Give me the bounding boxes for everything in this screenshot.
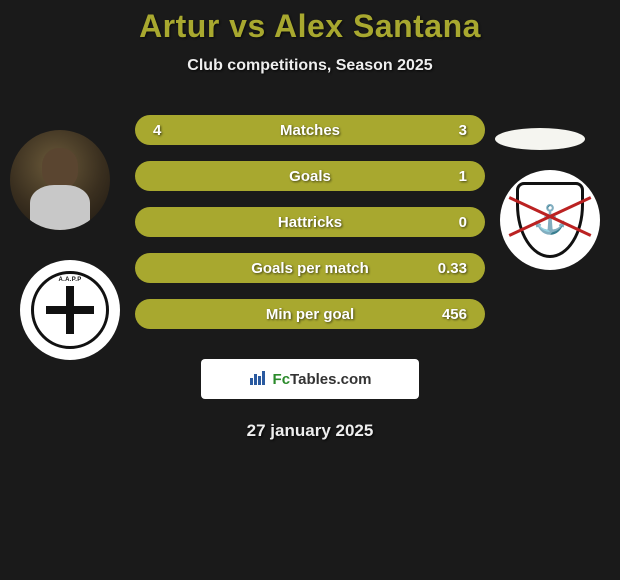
stat-label: Min per goal (266, 306, 354, 323)
page-title: Artur vs Alex Santana (0, 8, 620, 45)
stat-label: Goals (289, 168, 331, 185)
stats-area: 4 Matches 3 Goals 1 Hattricks 0 Goals pe… (0, 115, 620, 329)
brand-text: FcTables.com (273, 371, 372, 388)
subtitle: Club competitions, Season 2025 (0, 57, 620, 75)
stat-row: Min per goal 456 (135, 299, 485, 329)
stat-label: Goals per match (251, 260, 369, 277)
fctables-brand-badge: FcTables.com (201, 359, 419, 399)
stat-right-value: 0.33 (437, 260, 467, 277)
stat-right-value: 1 (437, 168, 467, 185)
stat-label: Hattricks (278, 214, 342, 231)
stat-right-value: 0 (437, 214, 467, 231)
stat-row: Hattricks 0 (135, 207, 485, 237)
chart-icon (249, 368, 267, 391)
stat-right-value: 3 (437, 122, 467, 139)
stat-label: Matches (280, 122, 340, 139)
stat-rows: 4 Matches 3 Goals 1 Hattricks 0 Goals pe… (135, 115, 485, 329)
brand-suffix: Tables.com (290, 371, 371, 388)
stat-row: Goals per match 0.33 (135, 253, 485, 283)
comparison-card: Artur vs Alex Santana Club competitions,… (0, 0, 620, 441)
brand-prefix: Fc (273, 371, 291, 388)
stat-left-value: 4 (153, 122, 183, 139)
stat-right-value: 456 (437, 306, 467, 323)
stat-row: 4 Matches 3 (135, 115, 485, 145)
footer-date: 27 january 2025 (0, 421, 620, 441)
stat-row: Goals 1 (135, 161, 485, 191)
